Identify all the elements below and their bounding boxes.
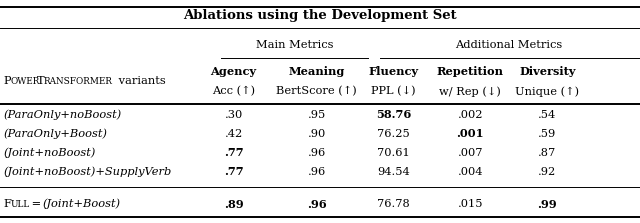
Text: variants: variants <box>115 76 166 86</box>
Text: .96: .96 <box>307 198 326 210</box>
Text: (ParaOnly+Boost): (ParaOnly+Boost) <box>3 128 108 139</box>
Text: .92: .92 <box>538 167 556 177</box>
Text: .95: .95 <box>308 110 326 120</box>
Text: P: P <box>3 76 11 86</box>
Text: .015: .015 <box>458 199 483 209</box>
Text: F: F <box>3 199 11 209</box>
Text: Additional Metrics: Additional Metrics <box>455 40 563 50</box>
Text: .87: .87 <box>538 148 556 158</box>
Text: .89: .89 <box>224 198 243 210</box>
Text: .77: .77 <box>224 166 243 177</box>
Text: (Joint+noBoost)+SupplyVerb: (Joint+noBoost)+SupplyVerb <box>3 166 172 177</box>
Text: Repetition: Repetition <box>437 66 504 77</box>
Text: =: = <box>28 199 44 209</box>
Text: Unique (↑): Unique (↑) <box>515 86 579 97</box>
Text: (ParaOnly+noBoost): (ParaOnly+noBoost) <box>3 109 122 120</box>
Text: .96: .96 <box>308 167 326 177</box>
Text: w/ Rep (↓): w/ Rep (↓) <box>440 86 501 97</box>
Text: .54: .54 <box>538 110 556 120</box>
Text: 76.78: 76.78 <box>377 199 410 209</box>
Text: ULL: ULL <box>10 200 29 209</box>
Text: 70.61: 70.61 <box>377 148 410 158</box>
Text: PPL (↓): PPL (↓) <box>371 86 416 97</box>
Text: .99: .99 <box>538 198 557 210</box>
Text: 76.25: 76.25 <box>377 129 410 139</box>
Text: .001: .001 <box>456 128 484 139</box>
Text: Meaning: Meaning <box>289 66 345 77</box>
Text: .002: .002 <box>458 110 483 120</box>
Text: Ablations using the Development Set: Ablations using the Development Set <box>183 9 457 22</box>
Text: T: T <box>36 76 44 86</box>
Text: Diversity: Diversity <box>519 66 575 77</box>
Text: 94.54: 94.54 <box>377 167 410 177</box>
Text: (Joint+noBoost): (Joint+noBoost) <box>3 147 95 158</box>
Text: .30: .30 <box>225 110 243 120</box>
Text: Acc (↑): Acc (↑) <box>212 86 255 97</box>
Text: Main Metrics: Main Metrics <box>255 40 333 50</box>
Text: 58.76: 58.76 <box>376 109 412 120</box>
Text: RANSFORMER: RANSFORMER <box>44 77 113 86</box>
Text: .004: .004 <box>458 167 483 177</box>
Text: .42: .42 <box>225 129 243 139</box>
Text: .007: .007 <box>458 148 483 158</box>
Text: OWER: OWER <box>10 77 40 86</box>
Text: (Joint+Boost): (Joint+Boost) <box>43 199 121 209</box>
Text: .59: .59 <box>538 129 556 139</box>
Text: .96: .96 <box>308 148 326 158</box>
Text: BertScore (↑): BertScore (↑) <box>276 86 357 97</box>
Text: .77: .77 <box>224 147 243 158</box>
Text: Agency: Agency <box>211 66 257 77</box>
Text: .90: .90 <box>308 129 326 139</box>
Text: Fluency: Fluency <box>369 66 419 77</box>
